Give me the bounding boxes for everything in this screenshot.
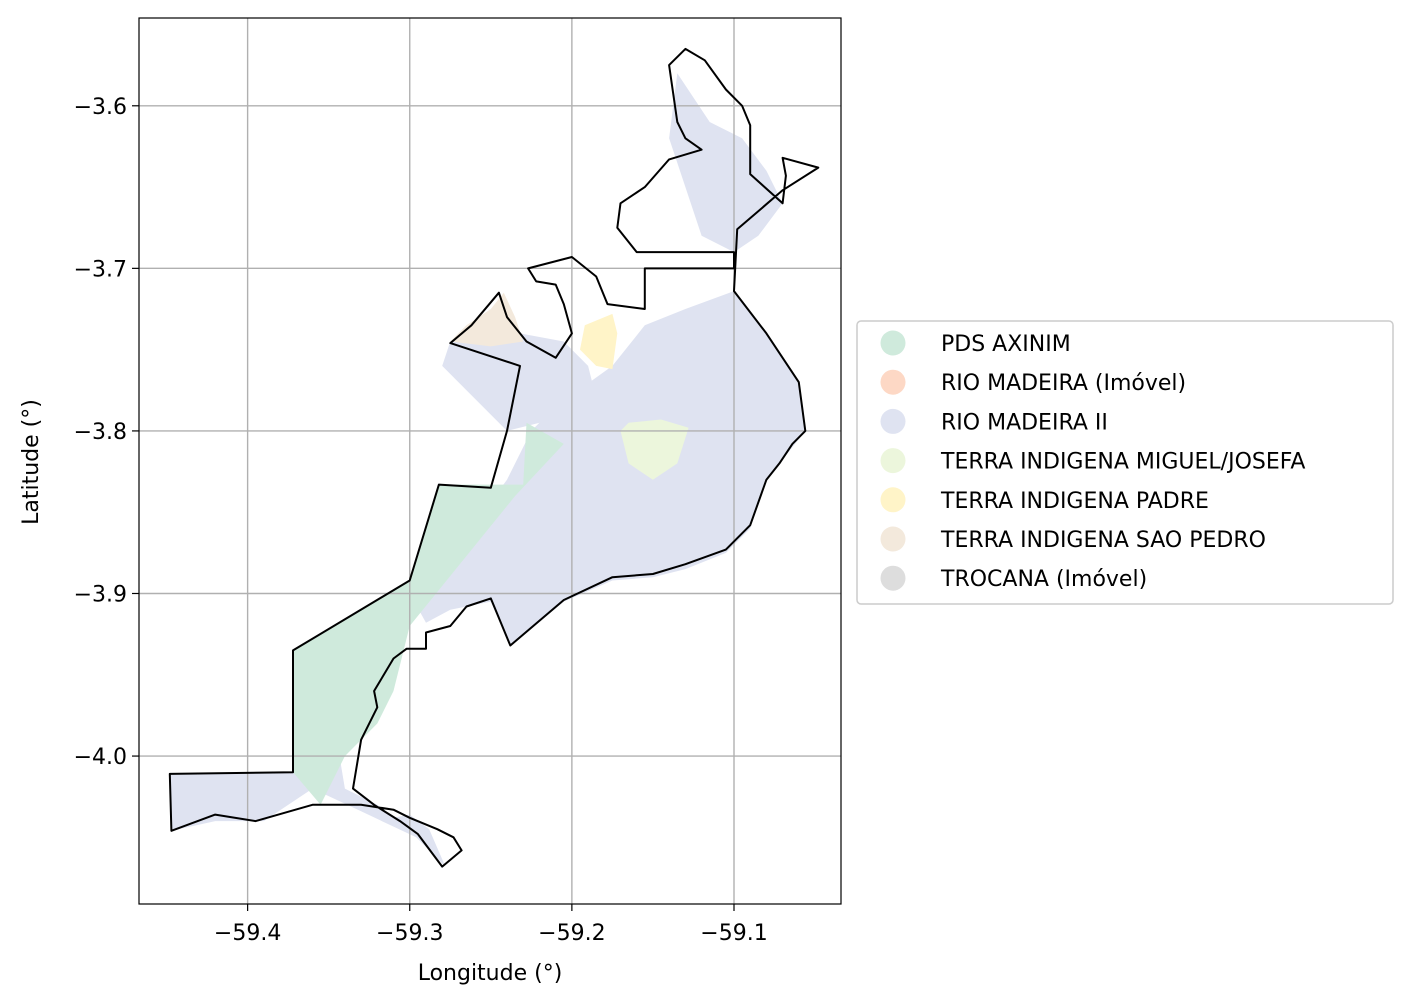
legend-marker-rio-madeira-ii <box>880 408 906 434</box>
x-axis-label: Longitude (°) <box>418 961 563 986</box>
axis-ticks: −59.4 −59.3 −59.2 −59.1 −3.6 −3.7 −3.8 −3.9 −4.0 <box>74 95 768 946</box>
region-terra-indigena-miguel-josefa-7 <box>620 419 689 480</box>
boundary-outline-path <box>168 47 820 868</box>
plot-frame <box>138 17 842 905</box>
x-tick-label: −59.2 <box>538 921 605 946</box>
legend-marker-terra-indigena-miguel-josefa <box>880 448 906 474</box>
y-tick-label: −3.7 <box>74 257 127 282</box>
legend-marker-rio-madeira-im-vel <box>880 369 906 395</box>
region-pds-axinim-4 <box>293 422 564 805</box>
region-terra-indigena-padre-6 <box>580 313 618 370</box>
legend-label-rio-madeira-ii: RIO MADEIRA II <box>941 410 1108 435</box>
legend-box <box>856 320 1394 605</box>
region-terra-indigena-sao-pedro-5 <box>450 292 524 347</box>
legend: PDS AXINIM RIO MADEIRA (Imóvel) RIO MADEIR… <box>856 320 1394 605</box>
region-rio-madeira-ii-3 <box>669 73 783 253</box>
x-tick-label: −59.3 <box>376 921 443 946</box>
boundary-outline <box>168 47 820 868</box>
legend-marker-trocana-im-vel <box>880 565 906 591</box>
legend-label-trocana-im-vel: TROCANA (Imóvel) <box>940 567 1147 592</box>
region-rio-madeira-ii-2 <box>442 333 597 431</box>
legend-label-terra-indigena-miguel-josefa: TERRA INDIGENA MIGUEL/JOSEFA <box>940 450 1305 475</box>
legend-label-rio-madeira-im-vel: RIO MADEIRA (Imóvel) <box>941 371 1186 396</box>
y-tick-label: −3.8 <box>74 420 127 445</box>
legend-label-terra-indigena-sao-pedro: TERRA INDIGENA SAO PEDRO <box>940 528 1266 553</box>
legend-label-pds-axinim: PDS AXINIM <box>941 332 1071 357</box>
x-tick-label: −59.4 <box>214 921 281 946</box>
x-tick-label: −59.1 <box>700 921 767 946</box>
legend-marker-terra-indigena-sao-pedro <box>880 526 906 552</box>
legend-label-terra-indigena-padre: TERRA INDIGENA PADRE <box>940 489 1209 514</box>
legend-marker-terra-indigena-padre <box>880 487 906 513</box>
y-tick-label: −4.0 <box>74 745 127 770</box>
y-tick-label: −3.9 <box>74 582 127 607</box>
grid-lines <box>139 18 841 904</box>
y-tick-label: −3.6 <box>74 95 127 120</box>
legend-marker-pds-axinim <box>880 330 906 356</box>
y-axis-label: Latitude (°) <box>19 399 44 525</box>
